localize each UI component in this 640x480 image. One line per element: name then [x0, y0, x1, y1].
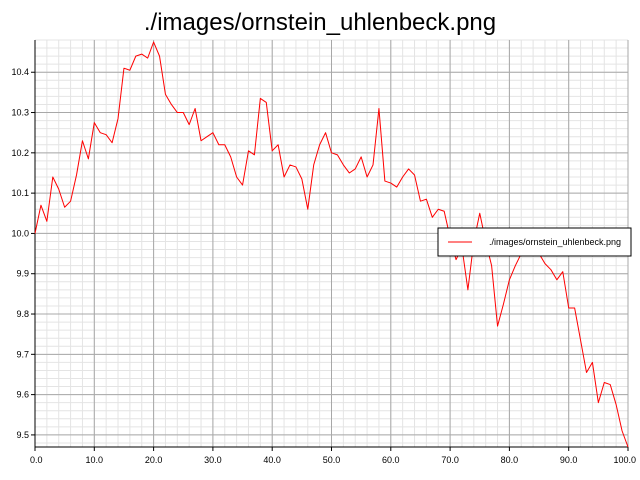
x-tick-label: 40.0 — [263, 455, 281, 465]
x-tick-label: 50.0 — [323, 455, 341, 465]
y-tick-label: 10.0 — [11, 228, 29, 238]
y-tick-label: 10.4 — [11, 67, 29, 77]
x-tick-label: 30.0 — [204, 455, 222, 465]
y-tick-label: 9.5 — [16, 430, 29, 440]
x-tick-label: 0.0 — [30, 455, 43, 465]
chart-title: ./images/ornstein_uhlenbeck.png — [144, 9, 496, 36]
legend: ./images/ornstein_uhlenbeck.png — [437, 227, 632, 257]
x-tick-label: 10.0 — [86, 455, 104, 465]
y-tick-label: 10.3 — [11, 108, 29, 118]
y-tick-label: 9.9 — [16, 269, 29, 279]
x-tick-label: 20.0 — [145, 455, 163, 465]
x-tick-label: 100.0 — [613, 455, 636, 465]
x-tick-label: 90.0 — [560, 455, 578, 465]
y-tick-label: 9.7 — [16, 349, 29, 359]
y-tick-label: 9.6 — [16, 390, 29, 400]
x-tick-label: 80.0 — [501, 455, 519, 465]
x-axis-ticks: 0.0 10.0 20.0 30.0 40.0 50.0 60.0 70.0 80.0 90.0 1… — [30, 447, 636, 465]
legend-label: ./images/ornstein_uhlenbeck.png — [489, 237, 621, 247]
y-tick-label: 10.2 — [11, 148, 29, 158]
y-axis-ticks: 9.5 9.6 9.7 9.8 9.9 10.0 10.1 10.2 10.3 10.4 — [11, 67, 35, 440]
x-tick-label: 70.0 — [441, 455, 459, 465]
x-tick-label: 60.0 — [382, 455, 400, 465]
y-tick-label: 10.1 — [11, 188, 29, 198]
y-tick-label: 9.8 — [16, 309, 29, 319]
